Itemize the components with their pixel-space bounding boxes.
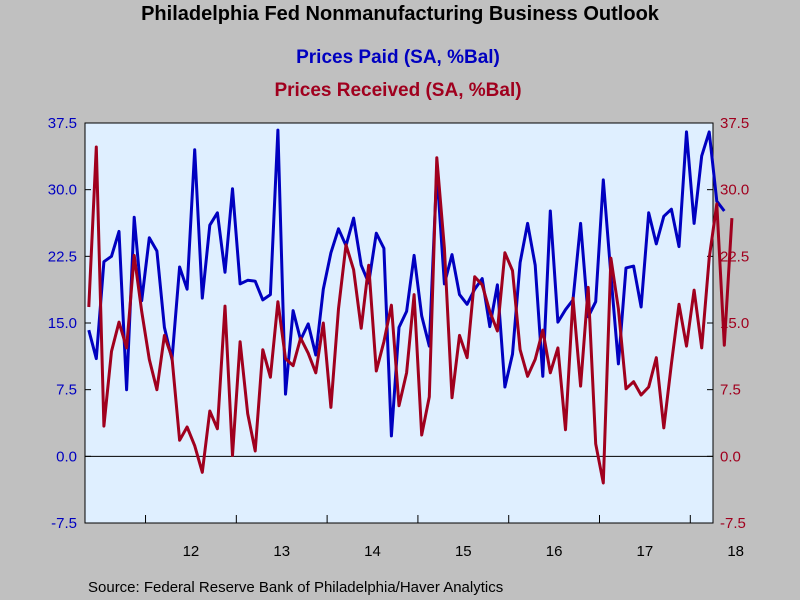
y-left-tick-label: 7.5 xyxy=(56,382,77,399)
legend-label-prices-paid: Prices Paid (SA, %Bal) xyxy=(296,47,500,68)
y-left-tick-label: 15.0 xyxy=(48,315,77,332)
y-right-tick-label: 30.0 xyxy=(720,182,749,199)
y-left-tick-label: 30.0 xyxy=(48,182,77,199)
y-left-tick-label: -7.5 xyxy=(51,515,77,532)
x-tick-label: 14 xyxy=(364,543,381,560)
x-tick-label: 13 xyxy=(273,543,290,560)
chart-title: Philadelphia Fed Nonmanufacturing Busine… xyxy=(141,3,660,25)
series-lines xyxy=(87,128,734,485)
x-tick-label: 16 xyxy=(546,543,563,560)
x-tick-label: 12 xyxy=(183,543,200,560)
axes: 37.5 30.0 22.5 15.0 7.5 0.0 -7.5 37.5 30.0 22.5 15… xyxy=(48,115,749,560)
y-right-tick-label: 0.0 xyxy=(720,448,741,465)
y-right-tick-label: 7.5 xyxy=(720,382,741,399)
legend-label-prices-received: Prices Received (SA, %Bal) xyxy=(274,80,521,101)
y-left-tick-label: 0.0 xyxy=(56,448,77,465)
x-tick-label: 18 xyxy=(727,543,744,560)
source-note: Source: Federal Reserve Bank of Philadel… xyxy=(88,579,503,596)
y-left-tick-label: 22.5 xyxy=(48,248,77,265)
y-right-tick-label: -7.5 xyxy=(720,515,746,532)
prices-paid-line xyxy=(87,128,726,438)
y-right-tick-label: 37.5 xyxy=(720,115,749,132)
y-right-tick-label: 22.5 xyxy=(720,248,749,265)
prices-received-line xyxy=(87,145,734,485)
x-tick-label: 15 xyxy=(455,543,472,560)
y-left-tick-label: 37.5 xyxy=(48,115,77,132)
x-tick-label: 17 xyxy=(637,543,654,560)
